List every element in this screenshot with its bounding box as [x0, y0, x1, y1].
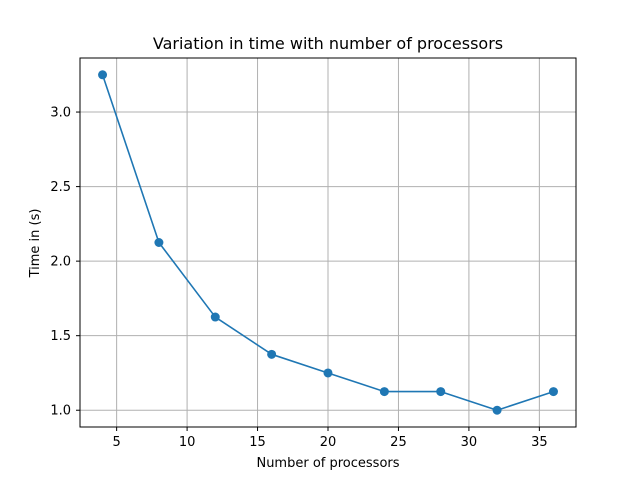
data-point [267, 349, 277, 359]
y-tick-label: 3.0 [50, 106, 71, 121]
data-point [154, 238, 164, 247]
data-point [210, 312, 220, 322]
series-marker-layer [98, 70, 558, 415]
y-tick-label: 1.5 [50, 329, 71, 344]
chart-title: Variation in time with number of process… [153, 34, 503, 53]
x-tick-label: 5 [112, 435, 120, 450]
y-tick-label: 1.0 [50, 404, 71, 419]
x-tick-label: 30 [461, 435, 478, 450]
y-axis-label: Time in (s) [28, 209, 43, 279]
data-point [379, 387, 389, 397]
x-tick-label: 35 [531, 435, 548, 450]
x-axis-ticks: 5 10 15 20 25 30 35 [112, 427, 548, 450]
data-point [492, 405, 502, 415]
data-point [548, 387, 558, 397]
data-point [98, 70, 108, 80]
y-axis-ticks: 1.0 1.5 2.0 2.5 3.0 [50, 106, 80, 419]
x-tick-label: 25 [390, 435, 407, 450]
y-tick-label: 2.5 [50, 180, 71, 195]
data-point [436, 387, 446, 397]
x-tick-label: 15 [249, 435, 266, 450]
x-tick-label: 10 [179, 435, 196, 450]
grid-lines [80, 58, 576, 427]
data-point [323, 368, 333, 378]
y-tick-label: 2.0 [50, 255, 71, 270]
x-axis-label: Number of processors [256, 456, 399, 471]
x-tick-label: 20 [320, 435, 337, 450]
